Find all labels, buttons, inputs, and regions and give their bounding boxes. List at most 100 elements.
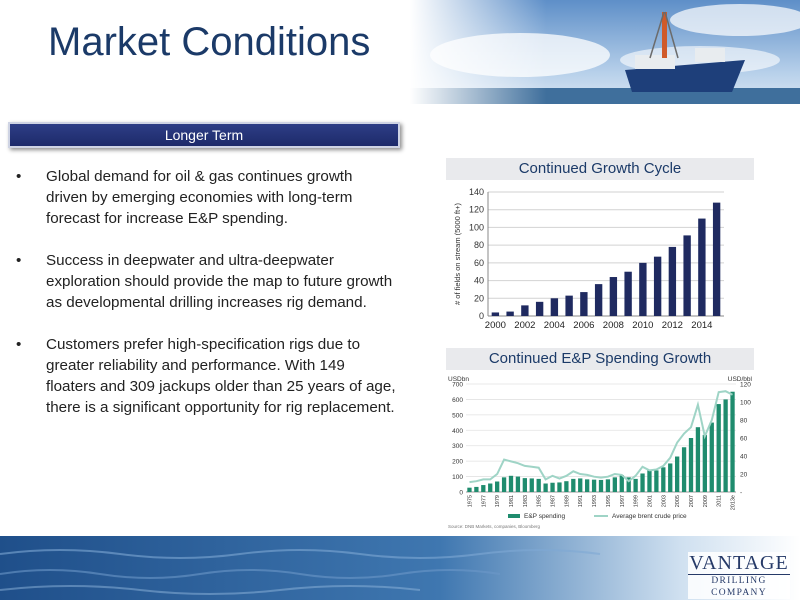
spending-bar — [619, 475, 624, 492]
spending-bar — [598, 479, 604, 492]
spending-bar — [723, 399, 728, 492]
bar — [712, 202, 721, 316]
spending-bar — [585, 479, 590, 492]
bar — [506, 311, 514, 316]
bullet-marker: • — [16, 252, 22, 269]
x-tick-label: 2005 — [675, 495, 681, 507]
x-tick-label: 1981 — [509, 495, 515, 507]
bar — [550, 298, 559, 316]
y-tick-label: 20 — [474, 293, 484, 303]
logo-name: VANTAGE — [689, 552, 789, 574]
section-label: Longer Term — [164, 127, 244, 143]
spending-bar — [550, 482, 555, 492]
bar — [491, 312, 500, 316]
spending-bar — [654, 470, 659, 492]
right-tick-label: 20 — [740, 472, 748, 479]
spending-bar — [633, 478, 638, 492]
spending-bar — [488, 483, 493, 492]
logo-subtitle: DRILLING COMPANY — [688, 574, 790, 599]
x-tick-label: 1999 — [634, 495, 640, 507]
right-tick-label: 120 — [740, 382, 751, 389]
bar — [565, 295, 573, 316]
bar — [639, 262, 647, 316]
left-tick-label: 600 — [452, 397, 463, 404]
section-header-bar: Longer Term — [8, 122, 400, 148]
x-tick-label: 2010 — [632, 320, 653, 331]
spending-bar — [474, 486, 479, 492]
chart1-title: Continued Growth Cycle — [446, 158, 754, 180]
right-tick-label: 100 — [740, 400, 751, 407]
chart-source-note: Source: DNB Markets, companies, Bloomber… — [448, 524, 541, 529]
right-tick-label: - — [740, 490, 742, 497]
chart2-title: Continued E&P Spending Growth — [446, 348, 754, 370]
bar — [594, 284, 603, 316]
spending-bar — [716, 404, 721, 492]
bar — [521, 305, 529, 316]
bar — [668, 246, 677, 316]
bullet-text: Global demand for oil & gas continues gr… — [46, 168, 353, 227]
x-tick-label: 2012 — [662, 320, 683, 331]
y-tick-label: 120 — [469, 205, 484, 215]
spending-bar — [571, 478, 576, 492]
bullet-marker: • — [16, 336, 22, 353]
bullet-list: • Global demand for oil & gas continues … — [16, 166, 396, 439]
legend-swatch-spending — [508, 514, 520, 518]
spending-bar — [647, 470, 652, 492]
spending-bar — [688, 438, 694, 492]
bullet-text: Success in deepwater and ultra-deepwater… — [46, 252, 393, 311]
bullet-text: Customers prefer high-specification rigs… — [46, 336, 396, 416]
ep-spending-chart: USDbn USD/bbl 0 100 200 300 400 500 600 700 - 20 40 6… — [448, 376, 753, 529]
bullet-item: • Success in deepwater and ultra-deepwat… — [16, 250, 396, 313]
x-tick-label: 2002 — [514, 320, 535, 331]
x-tick-label: 2004 — [544, 320, 565, 331]
bar — [683, 235, 691, 316]
spending-bar — [557, 482, 562, 492]
spending-bar — [675, 456, 680, 492]
spending-bar — [529, 478, 534, 492]
right-axis-unit: USD/bbl — [728, 376, 753, 383]
x-tick-label: 1995 — [606, 495, 612, 507]
bullet-marker: • — [16, 168, 22, 185]
spending-bar — [591, 479, 597, 492]
x-tick-label: 2008 — [603, 320, 624, 331]
bar — [580, 292, 588, 316]
spending-bar — [702, 434, 707, 492]
y-tick-label: 60 — [474, 258, 484, 268]
x-tick-label: 2013e — [731, 495, 737, 510]
spending-bar — [467, 487, 472, 492]
brent-price-line — [469, 390, 733, 484]
y-axis-label: # of fields on stream (5000 ft+) — [453, 203, 462, 305]
x-tick-label: 2000 — [485, 320, 506, 331]
spending-bar — [481, 485, 486, 492]
legend-label-spending: E&P spending — [524, 513, 565, 520]
spending-bar — [668, 463, 673, 492]
y-tick-label: 40 — [474, 276, 484, 286]
right-tick-label: 80 — [740, 418, 748, 425]
y-tick-label: 80 — [474, 240, 484, 250]
page-title: Market Conditions — [48, 20, 371, 64]
spending-bar — [661, 467, 666, 492]
spending-bar — [578, 478, 583, 492]
x-tick-label: 1979 — [495, 495, 501, 507]
spending-bar — [515, 476, 521, 492]
x-tick-label: 2009 — [703, 495, 709, 507]
left-tick-label: 200 — [452, 459, 463, 466]
left-tick-label: 400 — [452, 428, 463, 435]
x-tick-label: 1977 — [481, 495, 487, 507]
spending-bar — [709, 422, 714, 492]
left-axis-unit: USDbn — [448, 376, 469, 383]
spending-bar — [495, 481, 500, 492]
spending-bar — [730, 391, 735, 492]
x-tick-label: 2011 — [717, 495, 723, 507]
x-tick-label: 1991 — [578, 495, 584, 507]
x-tick-label: 1989 — [564, 495, 570, 507]
bar — [624, 271, 632, 316]
spending-bar — [508, 475, 514, 492]
ocean-footer-image — [0, 536, 800, 600]
left-tick-label: 500 — [452, 412, 463, 419]
vantage-logo: VANTAGE DRILLING COMPANY — [688, 552, 790, 599]
x-tick-label: 2007 — [689, 495, 695, 507]
bar — [653, 256, 662, 316]
x-tick-label: 2001 — [647, 495, 653, 507]
x-tick-label: 2006 — [573, 320, 594, 331]
